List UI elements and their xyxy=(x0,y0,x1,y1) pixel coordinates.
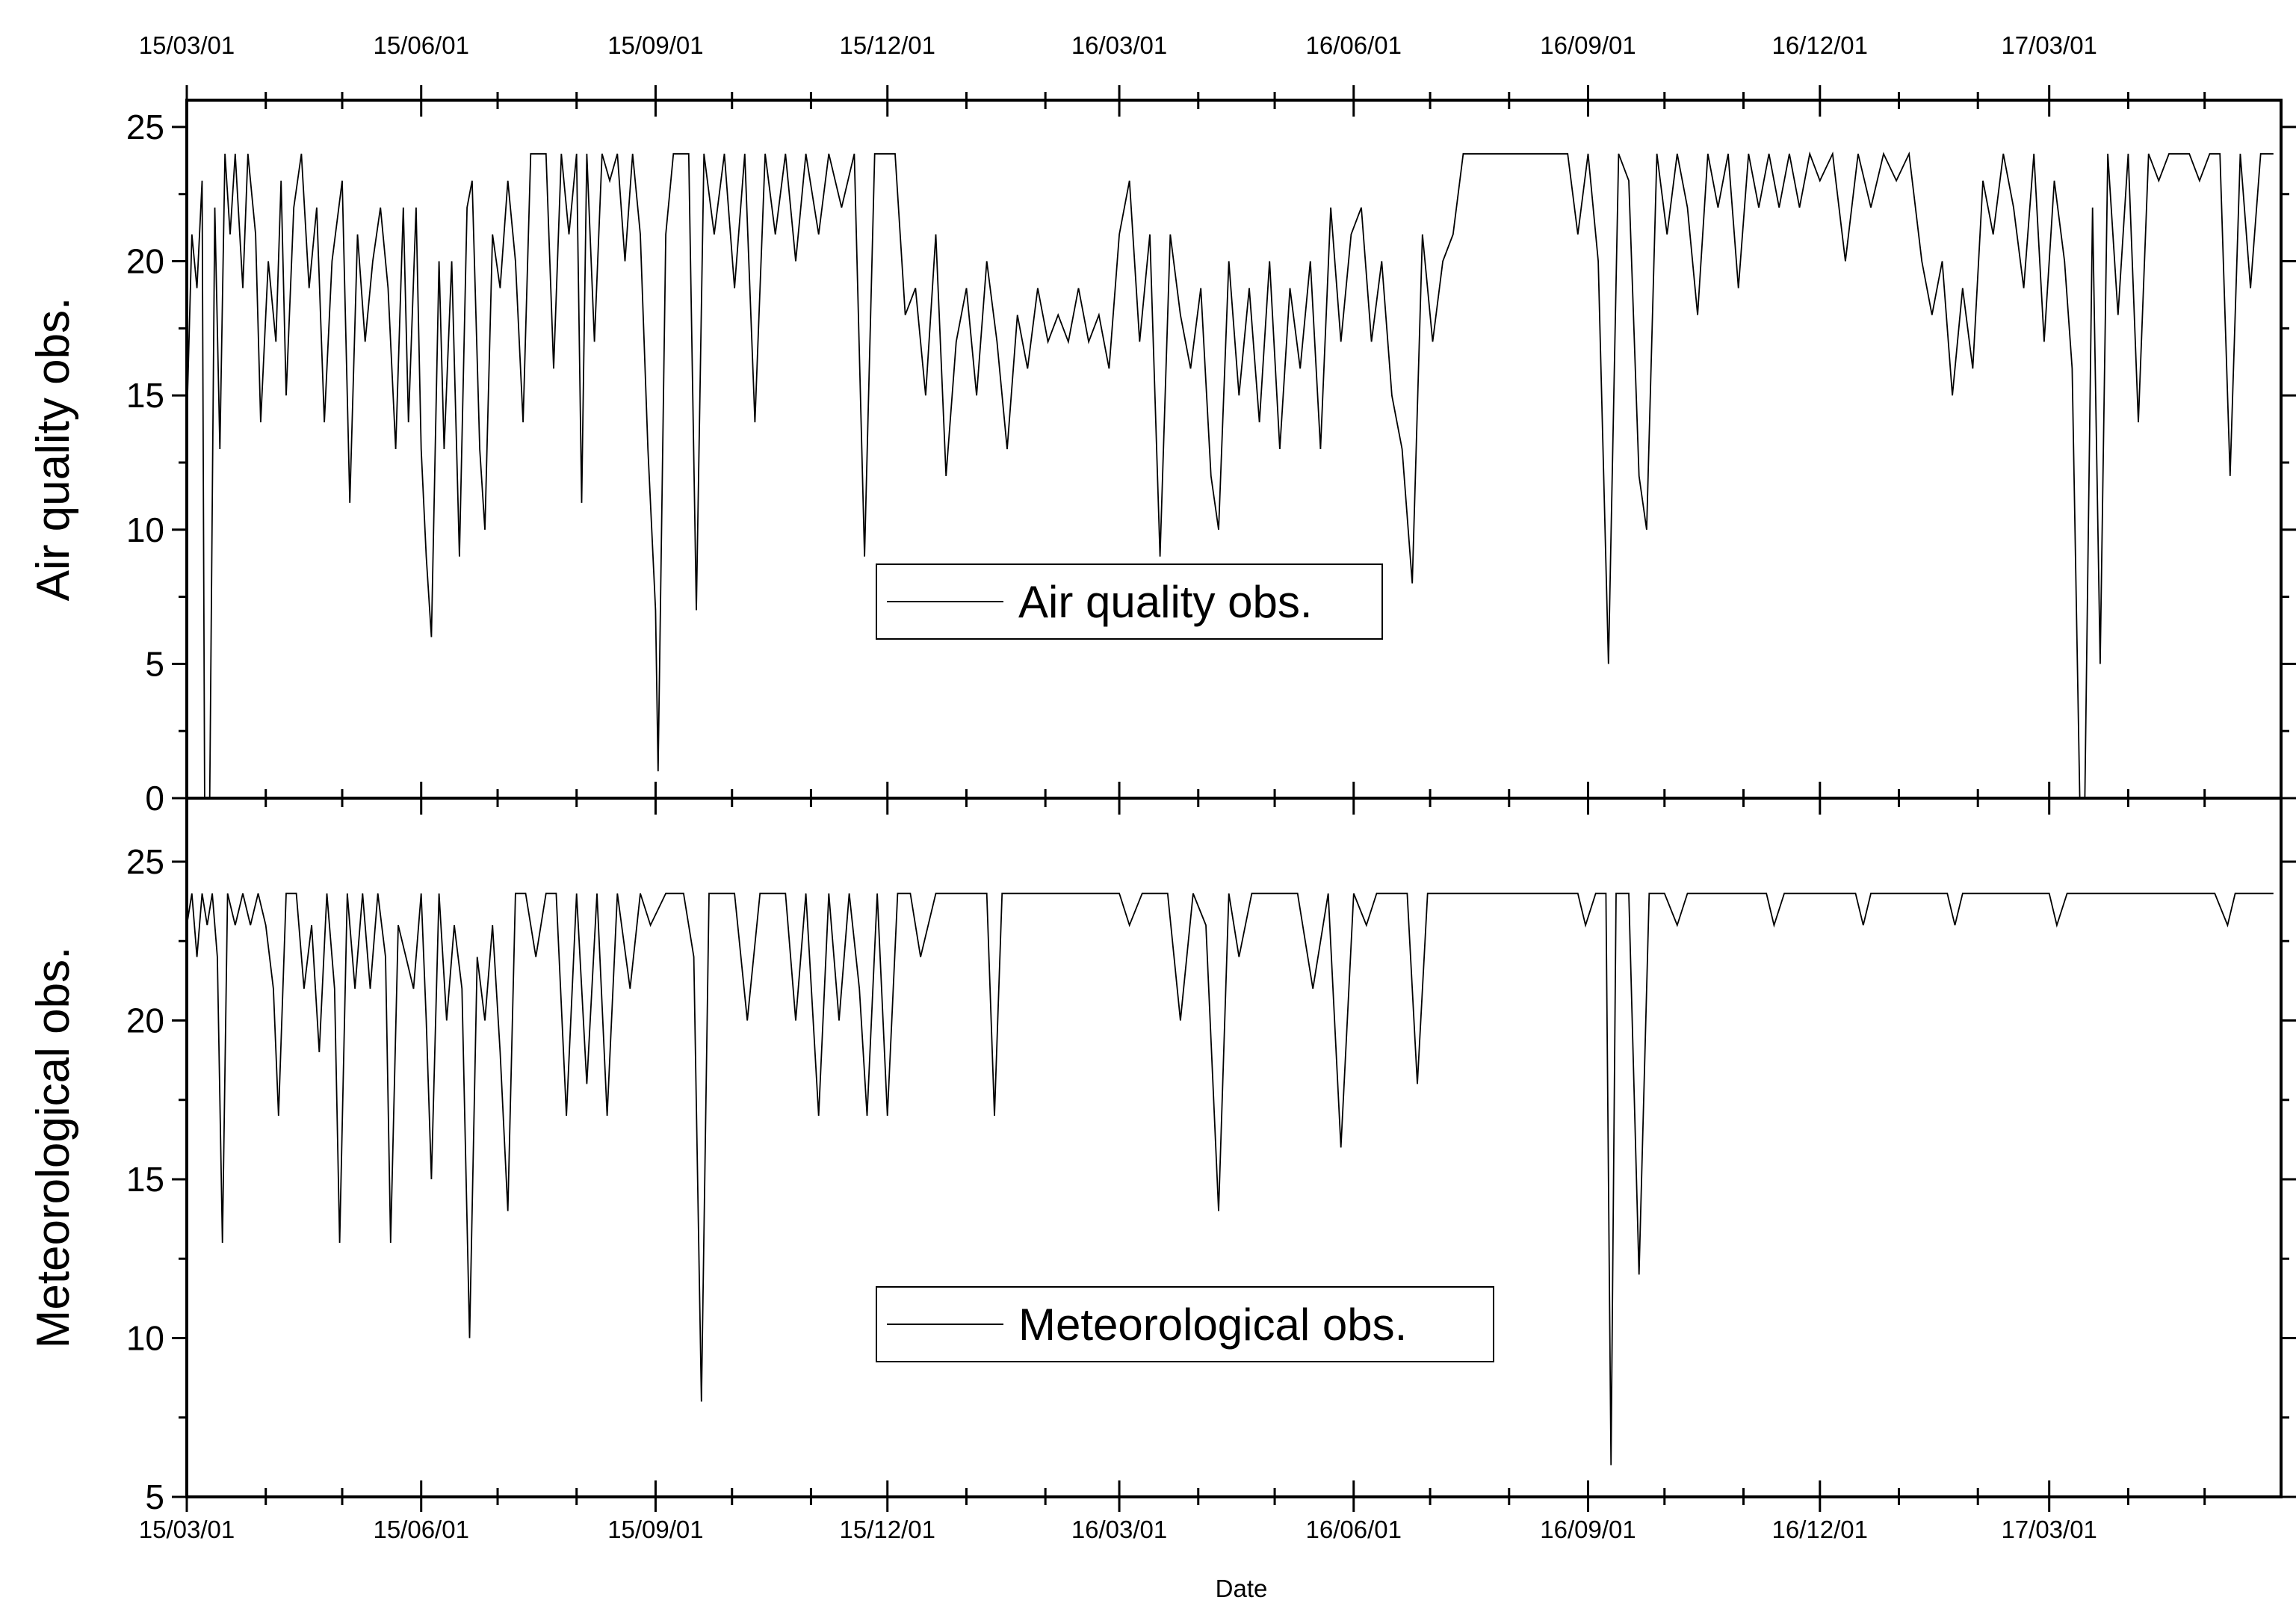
y-tick-label-1: 0 xyxy=(145,779,164,818)
y-tick-label-1: 5 xyxy=(145,644,164,683)
y-tick-label-1: 10 xyxy=(126,510,164,549)
x-tick-label-top: 15/09/01 xyxy=(607,31,703,59)
x-tick-label-bottom: 15/06/01 xyxy=(373,1516,468,1543)
y-tick-label-2: 5 xyxy=(145,1477,164,1516)
plot-area-2 xyxy=(187,798,2281,1497)
x-tick-label-top: 16/03/01 xyxy=(1071,31,1167,59)
y-axis-title-1: Air quality obs. xyxy=(28,297,79,602)
x-tick-label-top: 15/03/01 xyxy=(139,31,235,59)
x-tick-label-top: 15/12/01 xyxy=(840,31,935,59)
x-tick-label-top: 16/09/01 xyxy=(1540,31,1636,59)
y-tick-label-2: 10 xyxy=(126,1319,164,1358)
series-line-1-1 xyxy=(186,151,2274,799)
x-tick-label-bottom: 15/12/01 xyxy=(840,1516,935,1543)
x-tick-label-bottom: 16/03/01 xyxy=(1071,1516,1167,1543)
x-tick-label-bottom: 17/03/01 xyxy=(2001,1516,2097,1543)
y-tick-label-2: 20 xyxy=(126,1001,164,1040)
x-tick-label-bottom: 16/06/01 xyxy=(1306,1516,1402,1543)
x-tick-label-bottom: 15/03/01 xyxy=(139,1516,235,1543)
x-tick-label-bottom: 16/09/01 xyxy=(1540,1516,1636,1543)
x-tick-label-top: 17/03/01 xyxy=(2001,31,2097,59)
panel-frame-2 xyxy=(185,797,2283,1498)
y-axis-title-2: Meteorological obs. xyxy=(28,947,79,1349)
y-tick-label-1: 25 xyxy=(126,108,164,146)
legend-label-1: Air quality obs. xyxy=(1018,577,1313,627)
x-tick-label-bottom: 16/12/01 xyxy=(1772,1516,1868,1543)
y-tick-label-1: 20 xyxy=(126,242,164,281)
x-tick-label-bottom: 15/09/01 xyxy=(607,1516,703,1543)
y-tick-label-2: 25 xyxy=(126,842,164,881)
y-tick-label-2: 15 xyxy=(126,1160,164,1199)
y-tick-label-1: 15 xyxy=(126,376,164,415)
x-tick-label-top: 16/12/01 xyxy=(1772,31,1868,59)
x-axis-title: Date xyxy=(1216,1575,1268,1602)
x-tick-label-top: 16/06/01 xyxy=(1306,31,1402,59)
plot-area-1 xyxy=(187,100,2281,798)
x-tick-label-top: 15/06/01 xyxy=(373,31,468,59)
series-line-2-1 xyxy=(186,892,2274,1466)
legend-label-2: Meteorological obs. xyxy=(1018,1300,1407,1350)
